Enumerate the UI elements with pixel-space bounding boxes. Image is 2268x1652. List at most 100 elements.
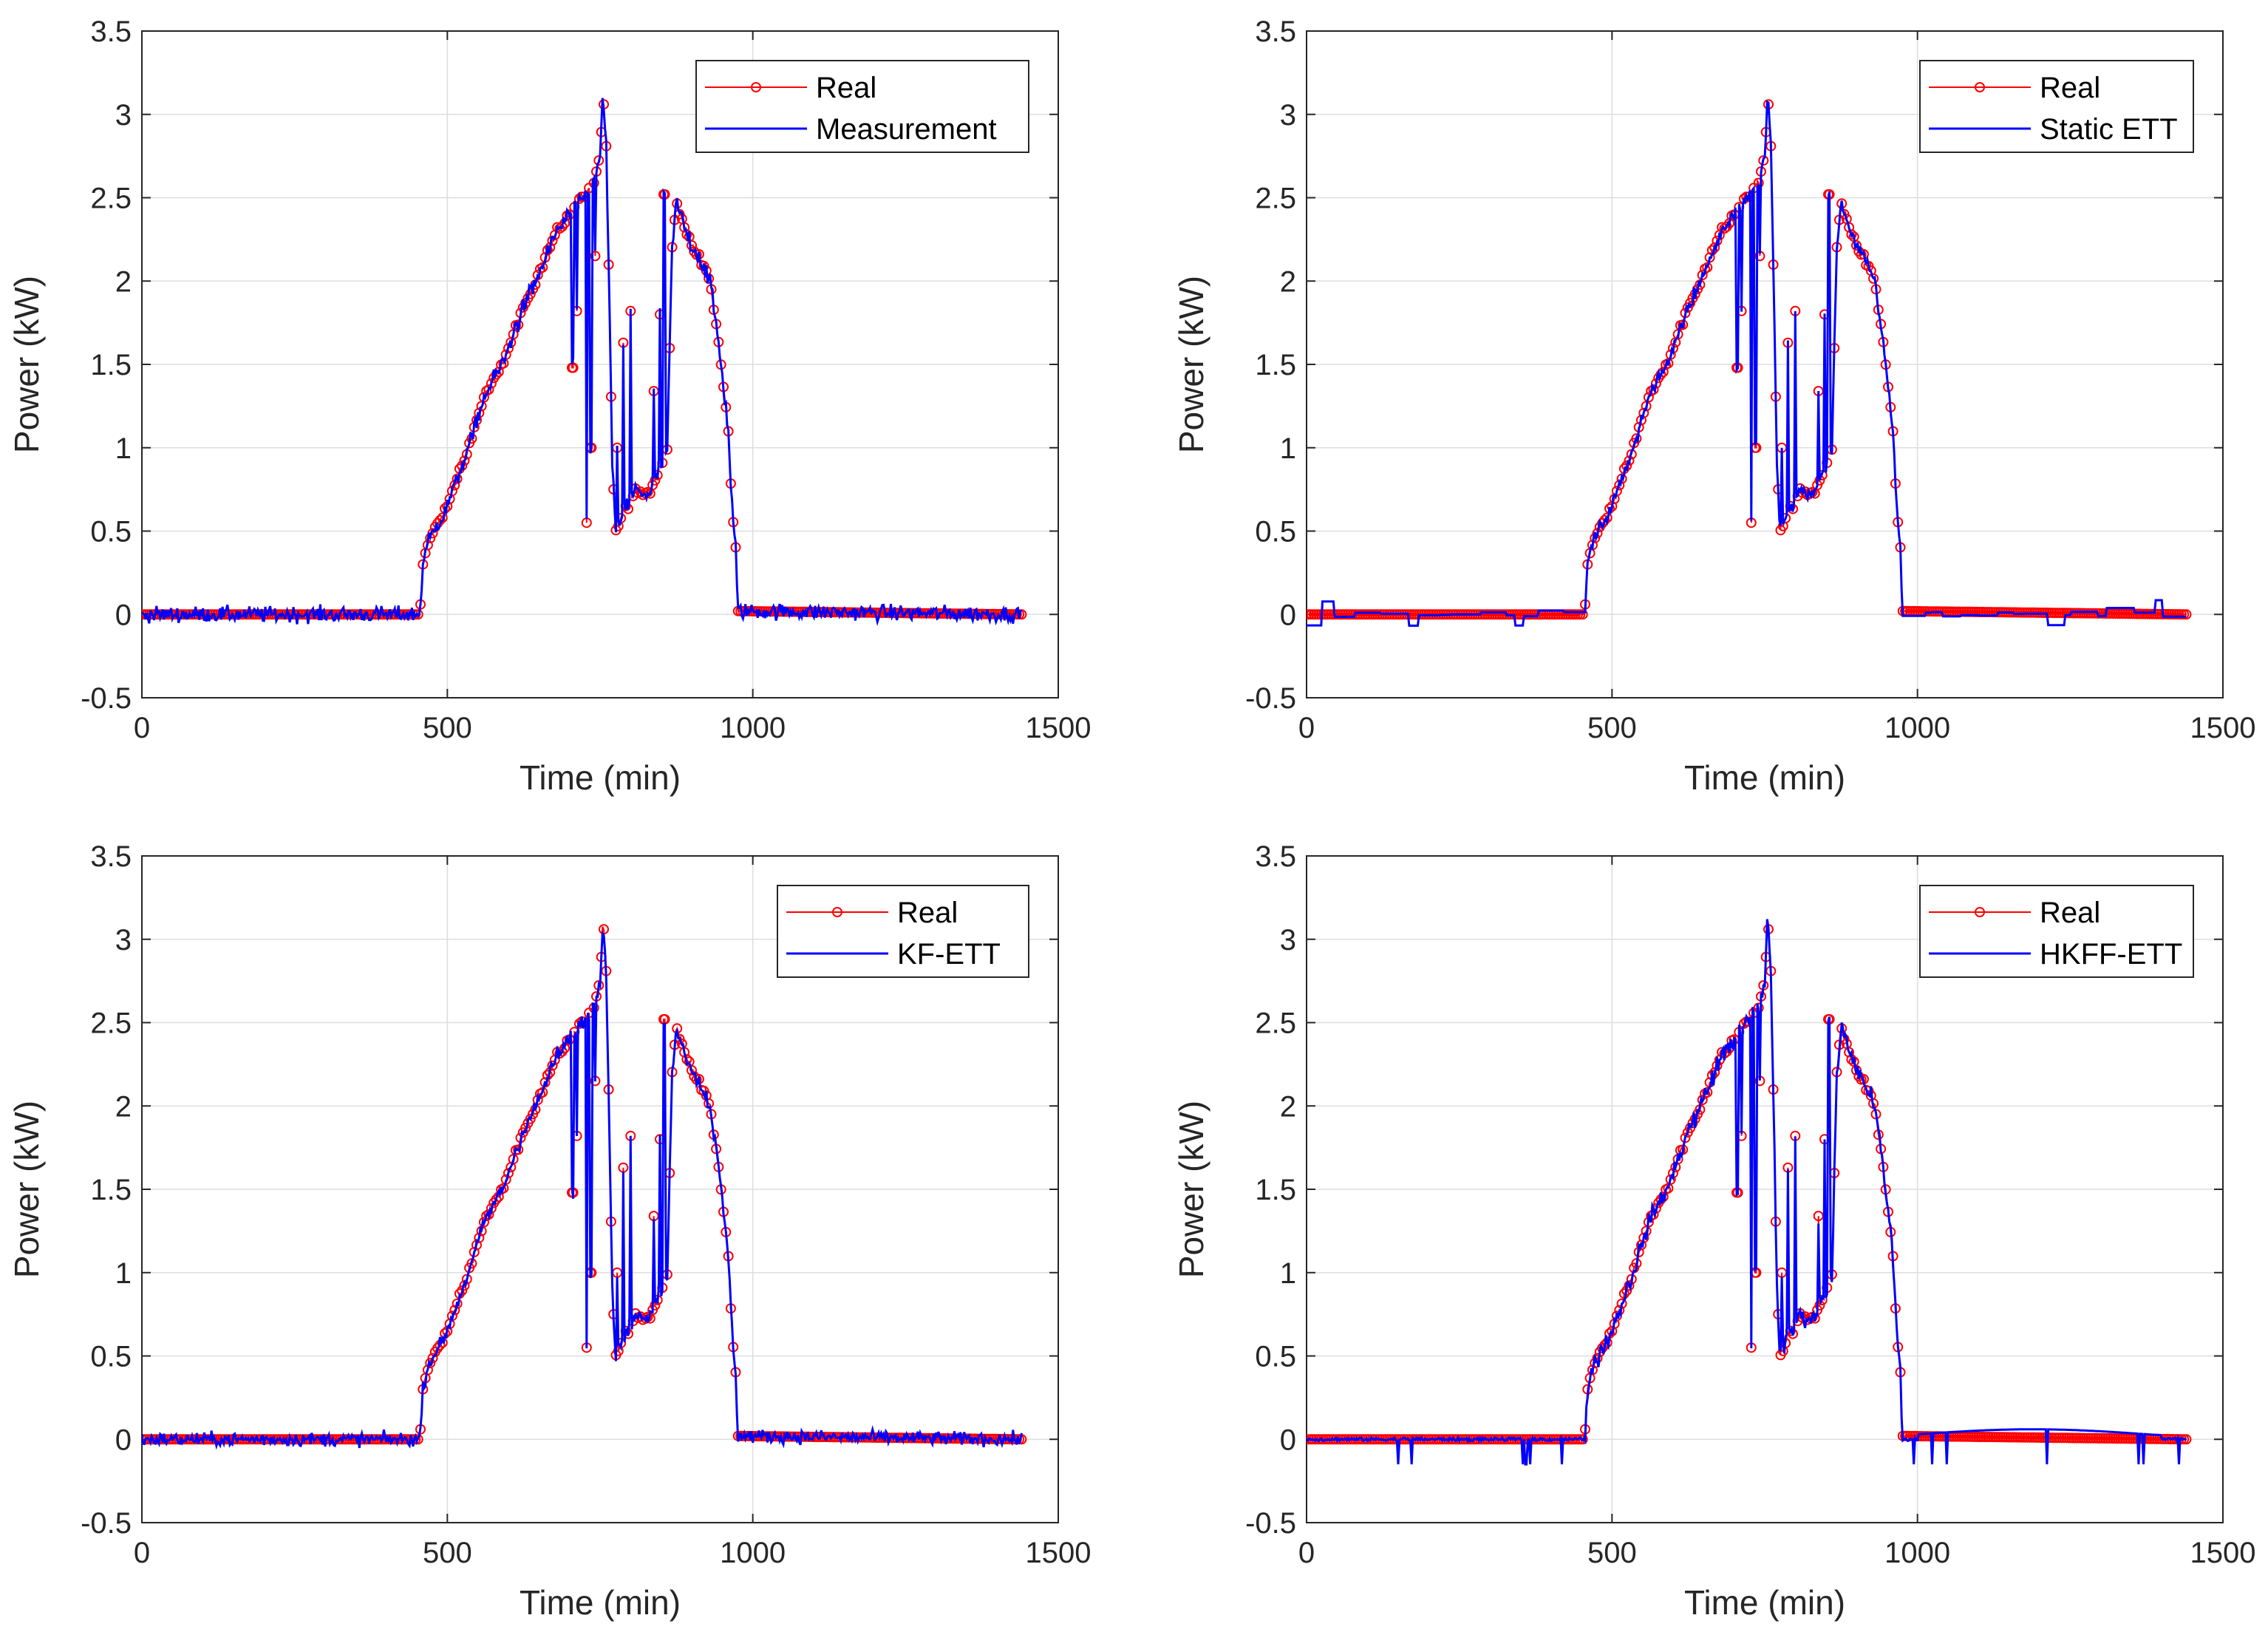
real-marker — [1648, 384, 1659, 395]
x-tick-label: 0 — [134, 1537, 150, 1569]
y-tick-label: 3.5 — [90, 16, 132, 48]
legend-label: Real — [816, 72, 876, 104]
legend-marker — [1975, 82, 1985, 92]
y-tick-label: 3 — [115, 99, 132, 132]
real-marker — [593, 155, 605, 166]
real-marker — [1016, 609, 1027, 620]
y-tick-label: 0.5 — [1255, 516, 1296, 548]
legend: Real KF-ETT — [777, 885, 1029, 978]
legend-box — [777, 885, 1029, 978]
real-marker — [1695, 279, 1706, 290]
x-tick-label: 0 — [1298, 712, 1315, 744]
real-marker — [1643, 392, 1654, 403]
y-tick-label: 2.5 — [90, 1007, 132, 1040]
real-marker — [1844, 1047, 1855, 1058]
real-marker — [478, 1217, 489, 1228]
legend-label: Real — [2040, 897, 2100, 929]
series-estimate-line — [1307, 919, 2187, 1466]
x-tick-label: 500 — [423, 1537, 472, 1569]
legend-label: Real — [897, 897, 958, 929]
y-axis-label: Power (kW) — [1172, 276, 1210, 453]
real-marker — [590, 251, 601, 262]
y-tick-label: 0.5 — [90, 516, 132, 548]
x-tick-label: 500 — [423, 712, 472, 744]
real-marker — [1307, 609, 1312, 620]
y-axis-label: Power (kW) — [7, 276, 46, 453]
real-marker — [483, 384, 494, 395]
real-marker — [1813, 1211, 1824, 1222]
y-axis-label: Power (kW) — [1172, 1101, 1210, 1278]
y-axis-label: Power (kW) — [7, 1101, 46, 1278]
real-marker — [687, 1065, 697, 1075]
legend-marker — [1975, 907, 1985, 917]
x-tick-label: 500 — [1587, 1537, 1637, 1569]
x-tick-label: 500 — [1587, 712, 1637, 744]
real-marker — [547, 1060, 558, 1071]
real-marker — [1577, 609, 1588, 620]
y-tick-label: 3 — [1280, 924, 1296, 956]
legend: Real Static ETT — [1919, 60, 2194, 153]
x-tick-label: 1000 — [720, 712, 786, 744]
real-marker — [437, 512, 448, 523]
axes-border — [141, 855, 1059, 1523]
legend-marker — [751, 82, 761, 92]
real-marker — [2181, 609, 2192, 620]
real-marker — [1655, 369, 1666, 380]
y-tick-label: 0 — [1280, 599, 1296, 631]
y-tick-label: 1 — [1280, 1257, 1296, 1290]
x-tick-label: 0 — [1298, 1537, 1315, 1569]
x-axis-label: Time (min) — [520, 758, 681, 797]
legend: Real HKFF-ETT — [1919, 885, 2194, 978]
y-tick-label: 3.5 — [1255, 840, 1296, 873]
y-tick-label: 3.5 — [1255, 16, 1296, 48]
y-tick-label: 1.5 — [90, 1174, 132, 1206]
x-axis-label: Time (min) — [520, 1583, 681, 1622]
y-tick-label: 2.5 — [90, 183, 132, 215]
legend-label: HKFF-ETT — [2040, 938, 2182, 971]
real-marker — [1758, 155, 1769, 166]
legend-box — [695, 60, 1029, 153]
legend-label: Measurement — [816, 113, 997, 146]
y-tick-label: 1.5 — [1255, 349, 1296, 381]
real-marker — [537, 262, 548, 273]
y-tick-label: 3.5 — [90, 840, 132, 873]
series-group — [142, 924, 1027, 1450]
legend-box — [1919, 60, 2194, 153]
x-axis-label: Time (min) — [1684, 1583, 1845, 1622]
x-tick-label: 1000 — [1884, 1537, 1950, 1569]
real-marker — [1697, 1095, 1708, 1106]
x-tick-label: 0 — [134, 712, 150, 744]
axes-border — [141, 30, 1059, 698]
y-tick-label: 3 — [1280, 99, 1296, 132]
real-marker — [1844, 222, 1855, 233]
real-marker — [1851, 240, 1862, 251]
x-tick-label: 1500 — [1026, 1537, 1092, 1569]
y-tick-label: 2 — [1280, 265, 1296, 298]
real-marker — [1702, 262, 1713, 273]
x-tick-label: 1000 — [720, 1537, 786, 1569]
real-marker — [452, 473, 463, 484]
real-marker — [1846, 229, 1857, 240]
y-tick-label: 2 — [1280, 1090, 1296, 1123]
y-tick-label: -0.5 — [81, 682, 132, 715]
legend: Real Measurement — [695, 60, 1029, 153]
y-tick-label: 2 — [115, 265, 132, 298]
series-group — [1307, 99, 2192, 627]
real-marker — [513, 1144, 524, 1155]
y-tick-label: 1.5 — [1255, 1174, 1296, 1206]
series-estimate-line — [142, 98, 1023, 627]
y-tick-label: 2.5 — [1255, 183, 1296, 215]
series-estimate-line — [1307, 100, 2187, 627]
y-tick-label: 0 — [1280, 1424, 1296, 1456]
real-marker — [525, 1113, 536, 1124]
real-marker — [1678, 319, 1689, 330]
y-tick-label: 0 — [115, 599, 132, 631]
series-group — [1307, 919, 2192, 1466]
axes-border — [1306, 30, 2224, 698]
real-marker — [1636, 1240, 1646, 1251]
real-marker — [1624, 1280, 1635, 1291]
